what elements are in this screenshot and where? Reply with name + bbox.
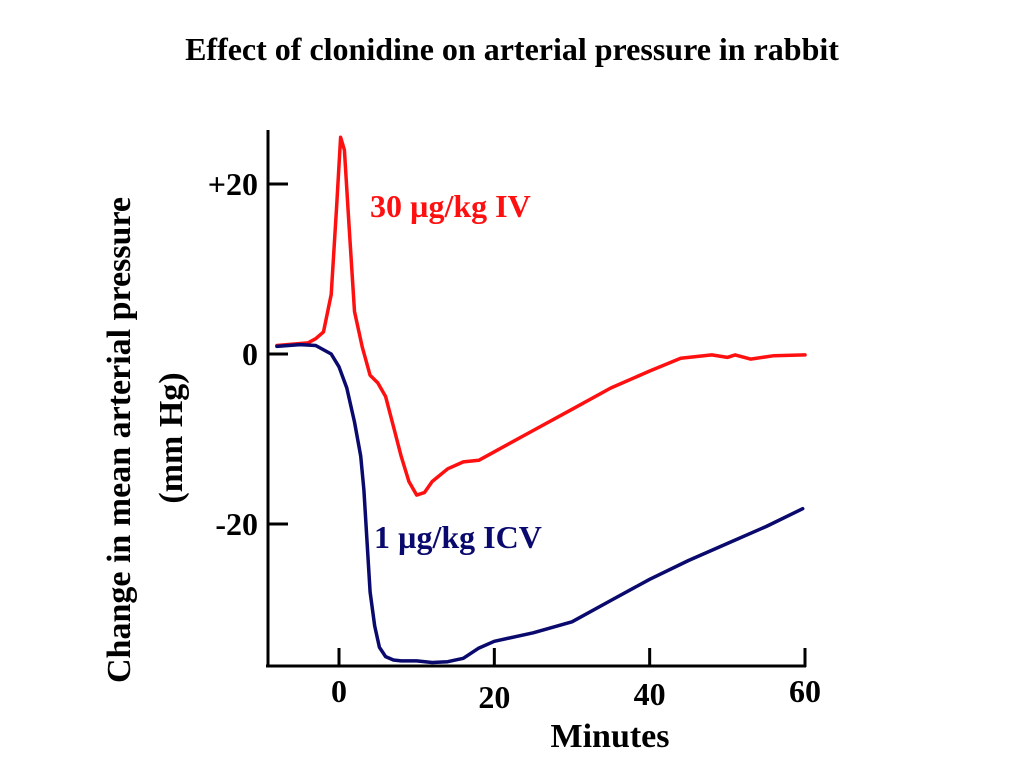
y-tick-label: 0 [242,336,258,372]
x-tick-label: 0 [331,673,347,709]
x-tick-label: 20 [478,679,510,715]
series-line-30-g-kg-iv [275,135,807,497]
y-tick-label: -20 [215,506,258,542]
x-tick-label: 60 [789,673,821,709]
y-axis-title: Change in mean arterial pressure (mm Hg) [101,197,190,683]
y-tick-label: +20 [208,166,258,202]
x-ticks: 0 20 40 60 [331,648,821,715]
chart-title: Effect of clonidine on arterial pressure… [185,31,839,67]
series-lines [275,135,807,665]
y-axis-title-line-2: (mm Hg) [153,372,190,503]
x-axis-title: Minutes [551,718,670,755]
y-ticks: +20 0 -20 [208,166,288,542]
series-label-30-g-kg-iv: 30 µg/kg IV [370,188,531,224]
y-axis-title-line-1: Change in mean arterial pressure [101,197,138,683]
series-line-1-g-kg-icv [275,342,805,665]
series-label-1-g-kg-icv: 1 µg/kg ICV [374,519,542,555]
series-labels: 30 µg/kg IV 1 µg/kg ICV [370,188,542,555]
x-tick-label: 40 [634,676,666,712]
